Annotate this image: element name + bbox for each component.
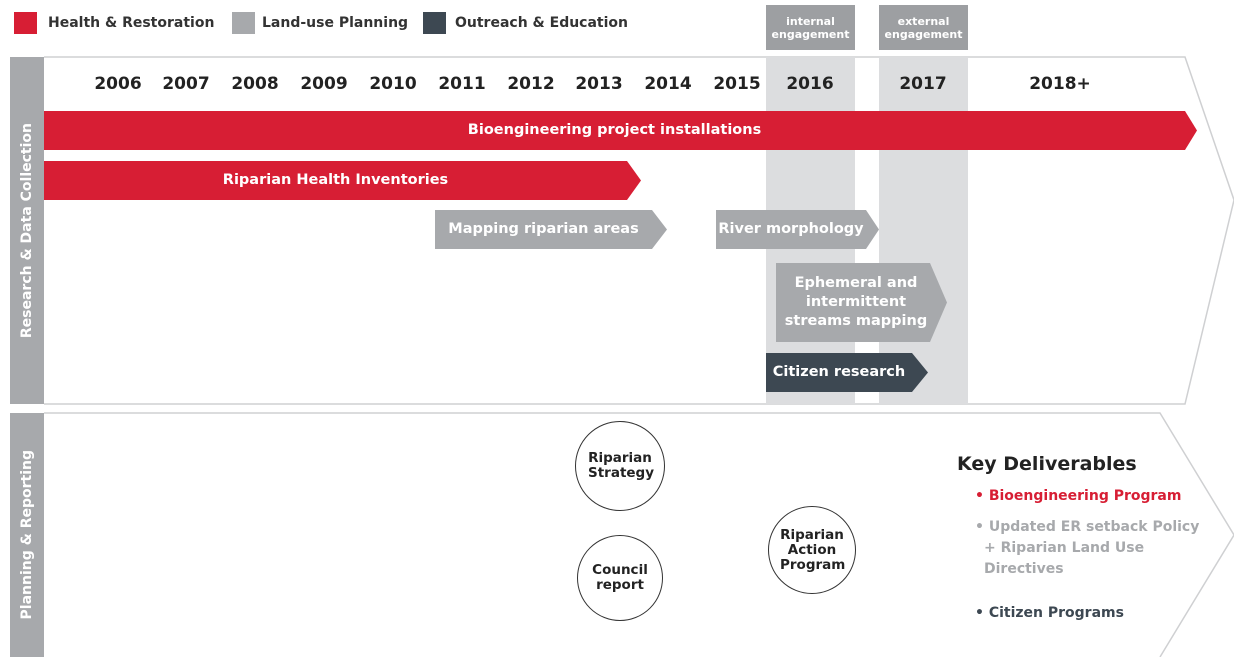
milestone-label: Council report [592, 562, 648, 593]
year-label: 2011 [438, 74, 486, 94]
timeline-bar: Riparian Health Inventories [44, 161, 641, 200]
deliverable-item: • Updated ER setback Policy + Riparian L… [975, 519, 1200, 577]
timeline-bar: Ephemeral and intermittent streams mappi… [776, 263, 947, 342]
timeline-bar: Citizen research [766, 353, 928, 392]
legend-swatch [423, 12, 446, 34]
section-label: Planning & Reporting [10, 413, 44, 657]
planning-panel-outline [44, 412, 1234, 657]
external-column [879, 57, 968, 404]
milestone: Council report [577, 535, 663, 621]
section-text: Planning & Reporting [19, 450, 35, 620]
section-label: Research & Data Collection [10, 57, 44, 404]
phase-tab: external engagement [879, 5, 968, 50]
year-label: 2007 [162, 74, 210, 94]
year-label: 2018+ [1029, 74, 1091, 94]
legend-swatch [232, 12, 255, 34]
timeline-bar: Bioengineering project installations [44, 111, 1197, 150]
milestone-label: Riparian Strategy [588, 450, 655, 481]
deliverable-item: • Bioengineering Program [975, 488, 1182, 504]
year-label: 2010 [369, 74, 417, 94]
milestone-label: Riparian Action Program [780, 526, 846, 573]
legend-label: Health & Restoration [48, 15, 215, 31]
year-label: 2006 [94, 74, 142, 94]
legend-swatch [14, 12, 37, 34]
year-label: 2013 [575, 74, 623, 94]
year-label: 2008 [231, 74, 279, 94]
year-label: 2014 [644, 74, 692, 94]
year-label: 2009 [300, 74, 348, 94]
phase-tab: internal engagement [766, 5, 855, 50]
year-label: 2016 [786, 74, 834, 94]
deliverables-title: Key Deliverables [957, 453, 1137, 475]
section-text: Research & Data Collection [19, 122, 35, 339]
milestone: Riparian Strategy [575, 421, 665, 511]
year-label: 2017 [899, 74, 947, 94]
timeline-bar: River morphology [716, 210, 879, 249]
legend-label: Outreach & Education [455, 15, 629, 31]
milestone: Riparian Action Program [768, 506, 856, 594]
timeline-bar: Mapping riparian areas [435, 210, 667, 249]
deliverable-item: • Citizen Programs [975, 605, 1124, 621]
year-label: 2015 [713, 74, 761, 94]
legend-label: Land-use Planning [262, 15, 409, 31]
year-label: 2012 [507, 74, 555, 94]
